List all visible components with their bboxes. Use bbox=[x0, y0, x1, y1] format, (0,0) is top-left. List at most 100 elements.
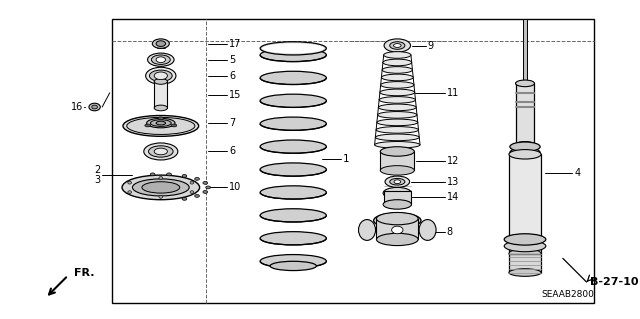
Ellipse shape bbox=[376, 134, 419, 141]
Text: 6: 6 bbox=[229, 71, 235, 81]
Ellipse shape bbox=[384, 52, 411, 58]
Ellipse shape bbox=[390, 178, 405, 185]
Ellipse shape bbox=[152, 39, 170, 48]
Ellipse shape bbox=[509, 150, 541, 159]
Ellipse shape bbox=[156, 41, 166, 47]
Ellipse shape bbox=[390, 42, 405, 49]
Text: SEAAB2800: SEAAB2800 bbox=[541, 290, 594, 299]
Ellipse shape bbox=[150, 120, 172, 126]
Ellipse shape bbox=[380, 166, 414, 175]
Ellipse shape bbox=[148, 146, 173, 157]
Ellipse shape bbox=[182, 174, 187, 177]
Ellipse shape bbox=[374, 142, 420, 148]
Text: 13: 13 bbox=[447, 177, 459, 187]
Ellipse shape bbox=[159, 176, 163, 179]
Text: 1: 1 bbox=[342, 154, 349, 164]
Ellipse shape bbox=[147, 118, 175, 128]
Ellipse shape bbox=[145, 124, 150, 127]
Ellipse shape bbox=[132, 179, 189, 196]
Ellipse shape bbox=[394, 44, 401, 48]
Ellipse shape bbox=[358, 219, 376, 241]
Bar bbox=[154, 81, 168, 108]
Ellipse shape bbox=[260, 163, 326, 176]
Ellipse shape bbox=[159, 196, 163, 198]
Ellipse shape bbox=[123, 115, 198, 136]
Text: 7: 7 bbox=[229, 118, 235, 128]
Ellipse shape bbox=[504, 241, 546, 252]
Bar bbox=[509, 254, 541, 272]
Ellipse shape bbox=[128, 191, 132, 194]
Ellipse shape bbox=[394, 180, 401, 184]
Ellipse shape bbox=[381, 74, 413, 81]
Ellipse shape bbox=[379, 97, 415, 103]
Ellipse shape bbox=[205, 186, 211, 189]
Ellipse shape bbox=[419, 219, 436, 241]
Ellipse shape bbox=[504, 234, 546, 245]
Ellipse shape bbox=[378, 112, 417, 118]
Ellipse shape bbox=[92, 105, 97, 109]
Ellipse shape bbox=[383, 59, 412, 66]
Ellipse shape bbox=[516, 80, 534, 87]
Text: 12: 12 bbox=[447, 156, 459, 166]
Text: 16: 16 bbox=[71, 102, 83, 112]
Ellipse shape bbox=[378, 104, 416, 111]
Text: 8: 8 bbox=[447, 227, 452, 237]
Ellipse shape bbox=[509, 269, 541, 276]
Text: 6: 6 bbox=[229, 146, 235, 156]
Bar bbox=[380, 152, 414, 170]
Text: 4: 4 bbox=[574, 168, 580, 178]
Ellipse shape bbox=[382, 67, 412, 73]
Ellipse shape bbox=[260, 186, 326, 199]
Ellipse shape bbox=[154, 105, 168, 111]
Bar bbox=[516, 83, 534, 145]
Text: 10: 10 bbox=[229, 182, 241, 192]
Ellipse shape bbox=[260, 42, 326, 55]
Text: 3: 3 bbox=[95, 175, 100, 185]
Text: FR.: FR. bbox=[74, 269, 94, 278]
Ellipse shape bbox=[122, 175, 200, 200]
Ellipse shape bbox=[182, 197, 187, 200]
Ellipse shape bbox=[260, 48, 326, 62]
Text: 9: 9 bbox=[428, 41, 434, 50]
Ellipse shape bbox=[270, 261, 316, 271]
Ellipse shape bbox=[156, 57, 166, 63]
Bar bbox=[523, 19, 527, 83]
Ellipse shape bbox=[171, 124, 177, 127]
Text: B-27-10: B-27-10 bbox=[590, 277, 639, 287]
Text: 2: 2 bbox=[95, 165, 101, 175]
Ellipse shape bbox=[203, 190, 207, 193]
Ellipse shape bbox=[260, 71, 326, 85]
Ellipse shape bbox=[380, 89, 415, 96]
Text: 15: 15 bbox=[229, 90, 241, 100]
Ellipse shape bbox=[380, 147, 414, 156]
Ellipse shape bbox=[150, 70, 172, 81]
Ellipse shape bbox=[262, 43, 324, 54]
Text: 5: 5 bbox=[229, 55, 235, 65]
Bar bbox=[111, 19, 594, 303]
Bar bbox=[376, 219, 418, 240]
Ellipse shape bbox=[154, 72, 168, 79]
Ellipse shape bbox=[509, 249, 541, 258]
Ellipse shape bbox=[128, 181, 132, 184]
Ellipse shape bbox=[146, 67, 176, 84]
Ellipse shape bbox=[260, 117, 326, 130]
Ellipse shape bbox=[374, 213, 421, 228]
Ellipse shape bbox=[154, 148, 168, 155]
Ellipse shape bbox=[158, 117, 164, 120]
Text: 14: 14 bbox=[447, 192, 459, 202]
Ellipse shape bbox=[150, 173, 155, 176]
Ellipse shape bbox=[376, 212, 418, 225]
Ellipse shape bbox=[385, 176, 410, 187]
Text: 11: 11 bbox=[447, 88, 459, 98]
Ellipse shape bbox=[510, 142, 540, 152]
Ellipse shape bbox=[260, 140, 326, 153]
Ellipse shape bbox=[376, 233, 418, 246]
Ellipse shape bbox=[195, 195, 200, 197]
Ellipse shape bbox=[381, 82, 414, 88]
Ellipse shape bbox=[156, 121, 166, 125]
Ellipse shape bbox=[190, 181, 194, 184]
Ellipse shape bbox=[127, 117, 195, 134]
Ellipse shape bbox=[154, 78, 168, 84]
Ellipse shape bbox=[260, 94, 326, 108]
Ellipse shape bbox=[260, 232, 326, 245]
